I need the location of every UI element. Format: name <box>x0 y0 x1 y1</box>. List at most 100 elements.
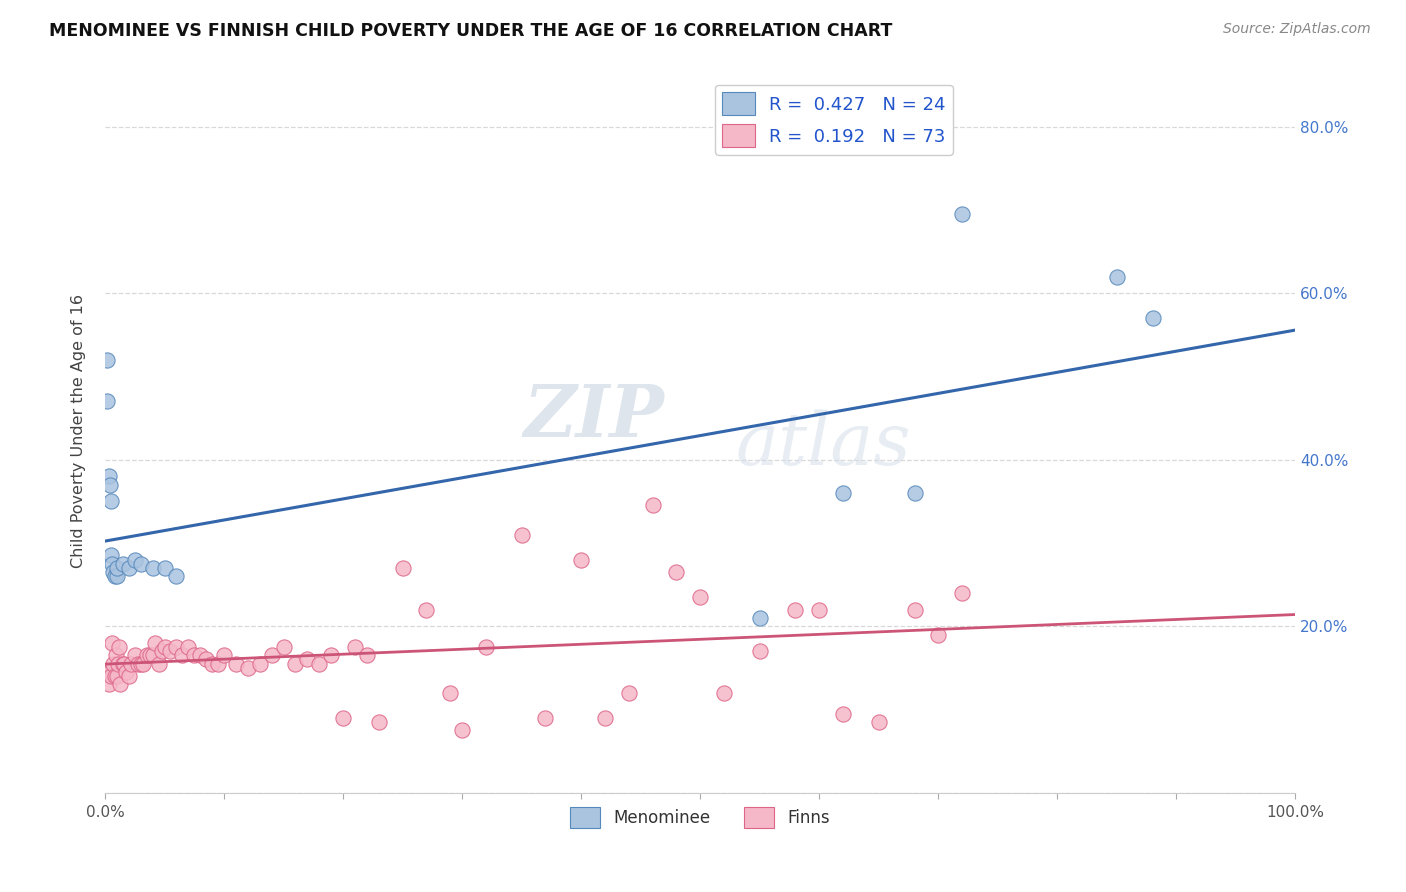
Point <box>593 711 616 725</box>
Point <box>950 207 973 221</box>
Point <box>118 561 141 575</box>
Point <box>260 648 283 663</box>
Point <box>124 552 146 566</box>
Text: Source: ZipAtlas.com: Source: ZipAtlas.com <box>1223 22 1371 37</box>
Point <box>97 469 120 483</box>
Point <box>1142 311 1164 326</box>
Point <box>808 602 831 616</box>
Point <box>903 602 925 616</box>
Y-axis label: Child Poverty Under the Age of 16: Child Poverty Under the Age of 16 <box>72 293 86 567</box>
Point <box>108 640 131 654</box>
Point <box>195 652 218 666</box>
Point <box>153 640 176 654</box>
Point <box>1105 269 1128 284</box>
Point <box>177 640 200 654</box>
Point <box>832 486 855 500</box>
Point <box>439 686 461 700</box>
Point <box>129 657 152 671</box>
Point <box>415 602 437 616</box>
Point <box>124 648 146 663</box>
Point <box>129 557 152 571</box>
Point <box>97 677 120 691</box>
Point <box>689 590 711 604</box>
Point <box>225 657 247 671</box>
Legend: Menominee, Finns: Menominee, Finns <box>564 800 837 835</box>
Point <box>273 640 295 654</box>
Point <box>135 648 157 663</box>
Point <box>297 652 319 666</box>
Point <box>96 394 118 409</box>
Point <box>617 686 640 700</box>
Point <box>165 640 187 654</box>
Point <box>100 669 122 683</box>
Point <box>308 657 330 671</box>
Point <box>139 648 162 663</box>
Point <box>143 636 166 650</box>
Point <box>103 657 125 671</box>
Point <box>510 527 533 541</box>
Point <box>100 549 122 563</box>
Point <box>207 657 229 671</box>
Text: ZIP: ZIP <box>523 381 665 451</box>
Point <box>115 665 138 679</box>
Point <box>321 648 343 663</box>
Point <box>534 711 557 725</box>
Point <box>367 714 389 729</box>
Point <box>103 569 125 583</box>
Point <box>148 657 170 671</box>
Point <box>98 477 121 491</box>
Point <box>120 657 142 671</box>
Point <box>212 648 235 663</box>
Point <box>101 636 124 650</box>
Point <box>111 557 134 571</box>
Point <box>475 640 498 654</box>
Point <box>105 669 128 683</box>
Point <box>118 669 141 683</box>
Point <box>100 494 122 508</box>
Text: MENOMINEE VS FINNISH CHILD POVERTY UNDER THE AGE OF 16 CORRELATION CHART: MENOMINEE VS FINNISH CHILD POVERTY UNDER… <box>49 22 893 40</box>
Point <box>107 657 129 671</box>
Point <box>748 644 770 658</box>
Point <box>105 569 128 583</box>
Text: atlas: atlas <box>735 409 911 480</box>
Point <box>665 565 688 579</box>
Point <box>110 677 132 691</box>
Point <box>713 686 735 700</box>
Point <box>150 644 173 658</box>
Point <box>142 561 165 575</box>
Point <box>641 499 664 513</box>
Point <box>111 657 134 671</box>
Point <box>101 557 124 571</box>
Point <box>105 561 128 575</box>
Point <box>748 611 770 625</box>
Point <box>112 657 135 671</box>
Point <box>832 706 855 721</box>
Point <box>103 669 125 683</box>
Point <box>284 657 307 671</box>
Point <box>153 561 176 575</box>
Point <box>785 602 807 616</box>
Point <box>950 586 973 600</box>
Point <box>201 657 224 671</box>
Point <box>96 665 118 679</box>
Point <box>356 648 378 663</box>
Point <box>127 657 149 671</box>
Point <box>391 561 413 575</box>
Point <box>343 640 366 654</box>
Point <box>172 648 194 663</box>
Point <box>903 486 925 500</box>
Point <box>98 665 121 679</box>
Point <box>132 657 155 671</box>
Point <box>249 657 271 671</box>
Point <box>165 569 187 583</box>
Point <box>451 723 474 738</box>
Point <box>103 565 125 579</box>
Point <box>927 627 949 641</box>
Point <box>159 644 181 658</box>
Point <box>569 552 592 566</box>
Point <box>868 714 890 729</box>
Point <box>236 661 259 675</box>
Point <box>142 648 165 663</box>
Point <box>332 711 354 725</box>
Point <box>188 648 211 663</box>
